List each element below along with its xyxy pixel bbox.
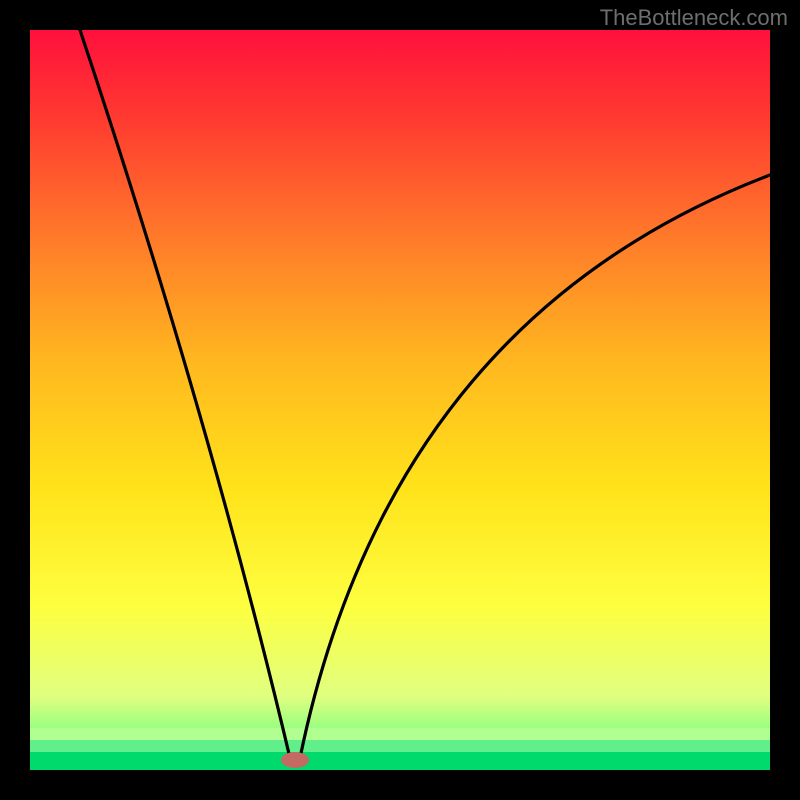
chart-container: TheBottleneck.com xyxy=(0,0,800,800)
optimal-marker xyxy=(281,752,309,768)
band-light-green-1 xyxy=(30,740,770,752)
band-green-solid xyxy=(30,752,770,770)
watermark-text: TheBottleneck.com xyxy=(600,5,788,31)
band-light-green-2 xyxy=(30,728,770,740)
plot-background xyxy=(30,30,770,770)
chart-svg xyxy=(0,0,800,800)
